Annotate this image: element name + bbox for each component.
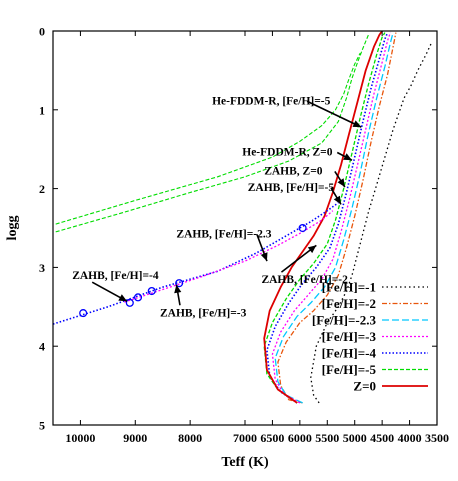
x-tick-label: 10000 <box>65 431 95 445</box>
series-line-feh3 <box>271 32 392 404</box>
data-point-circle <box>298 223 307 233</box>
y-tick-label: 2 <box>39 182 45 196</box>
chart-axes: 10000 9000 8000 7000 6500 6000 5500 5000 4500 400… <box>39 25 449 446</box>
annotation-label: ZAHB, [Fe/H]=-5 <box>248 182 335 194</box>
annotation-label: ZAHB, [Fe/H]=-3 <box>160 307 247 319</box>
series-line-feh23 <box>274 32 394 404</box>
y-tick-label: 5 <box>39 419 45 433</box>
track-line <box>55 52 361 225</box>
x-tick-label: 8000 <box>178 431 202 445</box>
track-line <box>55 34 369 233</box>
chart-legend: [Fe/H]=-1[Fe/H]=-2 [Fe/H]=-2.3[Fe/H]=-3 [F… <box>312 280 428 394</box>
annotation-arrowhead <box>307 245 317 254</box>
track-line <box>53 202 339 325</box>
legend-label: [Fe/H]=-1 <box>322 280 376 295</box>
data-point-circle <box>133 293 143 302</box>
x-tick-label: 3500 <box>425 431 449 445</box>
annotation-arrowhead <box>333 195 341 205</box>
series-line-z0 <box>263 31 383 404</box>
x-tick-label: 5000 <box>343 431 367 445</box>
annotation-label: ZAHB, [Fe/H]=-2 <box>261 274 348 286</box>
annotation-arrowhead <box>174 284 182 294</box>
data-point-circle <box>175 279 184 288</box>
x-tick-label: 5500 <box>315 431 339 445</box>
y-tick-label: 3 <box>39 261 45 275</box>
annotation-label: ZAHB, [Fe/H]=-2.3 <box>176 228 271 240</box>
x-axis-title: Teff (K) <box>221 455 269 470</box>
y-axis-title: logg <box>5 216 20 241</box>
x-tick-label: 4500 <box>370 431 394 445</box>
x-tick-label: 6000 <box>288 431 312 445</box>
chart-annotations: He-FDDM-R, [Fe/H]=-5 He-FDDM-R, Z=0 ZAHB, … <box>72 95 362 319</box>
x-tick-label: 4000 <box>398 431 422 445</box>
annotation-label: ZAHB, Z=0 <box>264 165 323 177</box>
y-tick-label: 4 <box>39 340 45 354</box>
legend-label: [Fe/H]=-4 <box>322 346 377 361</box>
chart-markers <box>79 223 307 318</box>
track-line <box>124 210 334 303</box>
x-tick-label: 6500 <box>260 431 284 445</box>
legend-label: [Fe/H]=-2.3 <box>312 313 377 328</box>
annotation-arrowhead <box>352 120 362 128</box>
series-line-feh1 <box>310 42 433 404</box>
y-tick-label: 1 <box>39 103 45 117</box>
annotation-arrowhead <box>118 294 128 302</box>
series-line-feh2 <box>277 32 397 404</box>
annotation-arrowhead <box>343 153 352 161</box>
data-point-circle <box>147 286 156 296</box>
x-tick-label: 9000 <box>123 431 147 445</box>
annotation-arrowhead <box>337 178 345 187</box>
annotation-label: ZAHB, [Fe/H]=-4 <box>72 270 159 282</box>
legend-label: [Fe/H]=-2 <box>322 296 376 311</box>
annotation-arrow <box>306 100 362 128</box>
annotation-label: He-FDDM-R, Z=0 <box>242 147 332 159</box>
legend-label: Z=0 <box>353 379 376 394</box>
legend-label: [Fe/H]=-3 <box>322 329 377 344</box>
annotation-label: He-FDDM-R, [Fe/H]=-5 <box>212 95 331 107</box>
y-tick-label: 0 <box>39 25 45 39</box>
series-line-feh4 <box>266 32 389 404</box>
data-point-circle <box>125 298 134 307</box>
data-point-circle <box>79 309 88 318</box>
chart-curves <box>53 31 433 404</box>
x-tick-label: 7000 <box>233 431 257 445</box>
annotation-arrowhead <box>260 252 268 262</box>
legend-label: [Fe/H]=-5 <box>322 362 377 377</box>
